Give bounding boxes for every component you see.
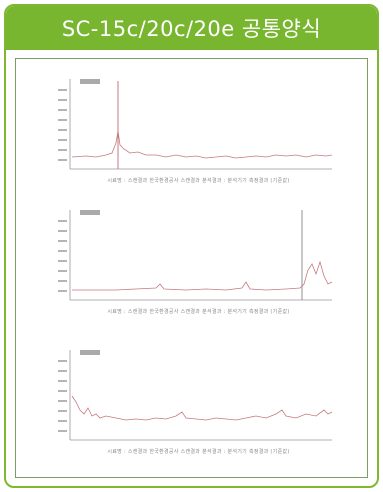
document-frame: SC-15c/20c/20e 공통양식 시료명 : 스캔결과 한국환경공사 스캔… [4,4,379,488]
chromatogram-image-3 [58,350,333,441]
page-title: SC-15c/20c/20e 공통양식 [61,17,322,41]
chromatogram-panel-2: 시료명 : 스캔결과 한국환경공사 스캔결과 분석결과 : 분석기기 측정결과 … [56,204,341,315]
chart-caption: 시료명 : 스캔결과 한국환경공사 스캔결과 분석결과 : 분석기기 측정결과 … [107,449,290,455]
trace-line [71,130,333,159]
chromatogram-image-2 [58,210,333,301]
trace-line [71,395,333,421]
chromatogram-panel-3: 시료명 : 스캔결과 한국환경공사 스캔결과 분석결과 : 분석기기 측정결과 … [56,344,341,455]
y-tick-labels [58,89,67,161]
chart-label-box [80,79,100,84]
y-tick-labels [58,360,67,432]
chromatogram-image-1 [58,79,333,170]
title-banner: SC-15c/20c/20e 공통양식 [6,6,377,50]
content-panel: 시료명 : 스캔결과 한국환경공사 스캔결과 분석결과 : 분석기기 측정결과 … [15,58,368,478]
chromatogram-panel-1: 시료명 : 스캔결과 한국환경공사 스캔결과 분석결과 : 분석기기 측정결과 … [56,73,341,184]
y-tick-labels [58,220,67,292]
chart-label-box [80,350,100,355]
chart-caption: 시료명 : 스캔결과 한국환경공사 스캔결과 분석결과 : 분석기기 측정결과 … [107,178,290,184]
chart-label-box [80,210,100,215]
chart-caption: 시료명 : 스캔결과 한국환경공사 스캔결과 분석결과 : 분석기기 측정결과 … [107,309,290,315]
trace-line [72,260,333,291]
